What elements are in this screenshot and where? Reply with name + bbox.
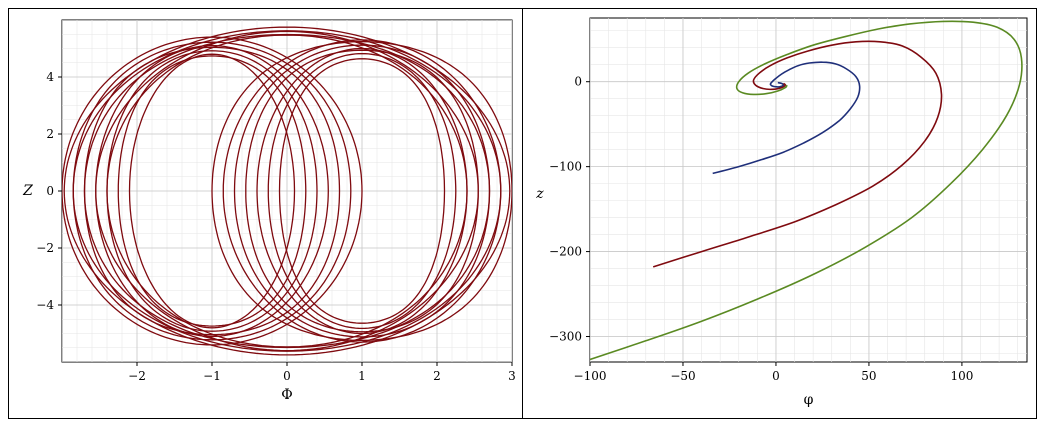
series-line-2: [590, 20, 1023, 361]
orbit-curve: [63, 26, 511, 356]
x-tick-label: 3: [508, 369, 516, 383]
y-tick-label: 2: [46, 127, 54, 141]
orbit-curve: [233, 44, 491, 338]
x-tick-label: 1: [358, 369, 366, 383]
y-tick-label: −2: [36, 241, 54, 255]
orbit-curve: [211, 41, 512, 341]
orbit-curve: [117, 55, 307, 327]
x-tick-label: −100: [574, 369, 607, 383]
x-tick-label: 50: [861, 369, 876, 383]
orbit-curve: [106, 50, 318, 332]
x-tick-label: 0: [283, 369, 291, 383]
x-axis-label: Φ: [281, 387, 292, 403]
x-tick-label: 0: [772, 369, 780, 383]
series-group: [590, 20, 1023, 361]
left-chart: −2 −1 0 1 2 3 −4 −2 0 2 4 Φ Z: [22, 19, 516, 403]
x-tick-label: −50: [670, 369, 695, 383]
x-tick-label: −1: [203, 369, 221, 383]
grid: [590, 18, 1027, 362]
y-tick-label: 0: [574, 75, 582, 89]
plot-area: [589, 17, 1028, 363]
orbit-curve: [72, 41, 352, 341]
y-axis-label: Z: [22, 183, 33, 199]
y-tick-label: −100: [549, 160, 582, 174]
x-tick-label: 100: [950, 369, 973, 383]
y-tick-label: 4: [46, 70, 54, 84]
orbit-curve: [128, 53, 296, 329]
y-tick-label: −4: [36, 298, 54, 312]
series-group: [62, 26, 512, 356]
series-line-1: [652, 40, 943, 268]
x-axis-label: φ: [804, 392, 814, 408]
orbit-curve: [95, 45, 329, 337]
y-tick-label: 0: [46, 184, 54, 198]
series-line-0: [712, 61, 861, 175]
orbit-curve: [267, 52, 457, 330]
orbit-curve: [245, 49, 479, 333]
orbit-curve: [222, 39, 502, 343]
right-chart: −100 −50 0 50 100 −300 −200 −100 0 φ z: [535, 17, 1028, 408]
orbit-curve: [83, 46, 341, 336]
orbit-curve: [256, 47, 468, 335]
orbit-curve: [278, 58, 446, 324]
x-tick-label: −2: [128, 369, 146, 383]
x-tick-label: 2: [433, 369, 441, 383]
right-panel-border: [522, 8, 1037, 419]
y-tick-label: −200: [549, 245, 582, 259]
y-tick-label: −300: [549, 330, 582, 344]
y-axis-label: z: [535, 186, 544, 202]
orbit-curve: [62, 36, 363, 346]
